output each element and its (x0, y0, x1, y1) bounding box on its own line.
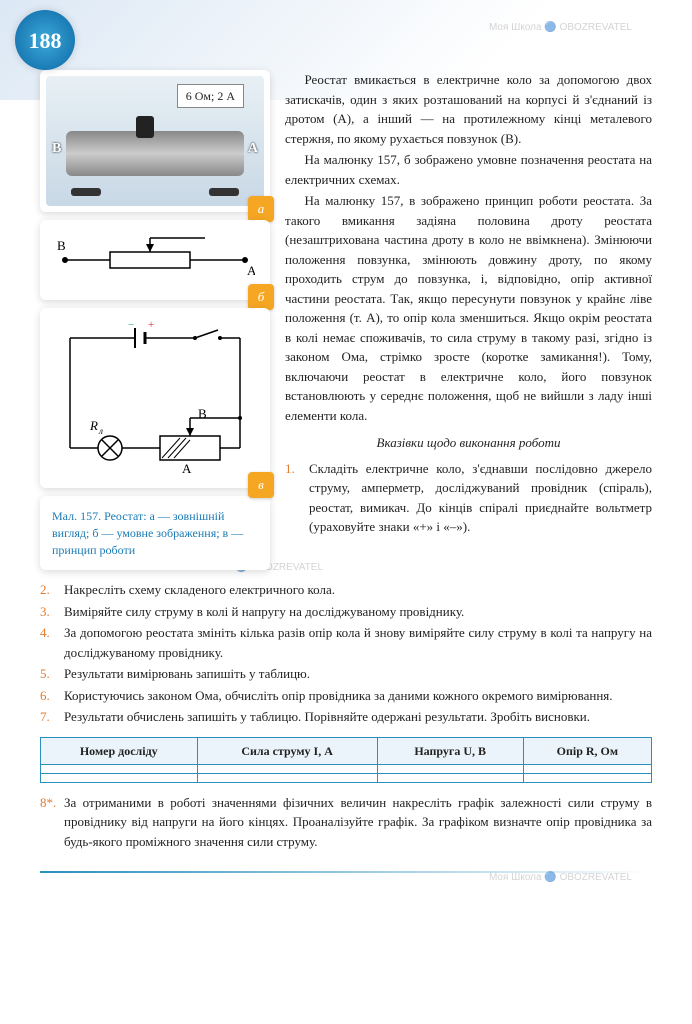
caption-text: Мал. 157. Реостат: а — зовнішній вигляд;… (52, 509, 243, 557)
cell (197, 764, 377, 773)
cell (41, 764, 198, 773)
page-content: 6 Ом; 2 А B A а (0, 0, 692, 903)
col-header-0: Номер досліду (41, 737, 198, 764)
svg-text:R: R (89, 418, 98, 433)
task-1: 1. Складіть електричне коло, з'єднавши п… (285, 459, 652, 537)
task-1-text: Складіть електричне коло, з'єднавши посл… (309, 459, 652, 537)
rheostat-symbol-svg: B A (55, 230, 255, 290)
task-5-num: 5. (40, 664, 58, 684)
task-8: 8*. За отриманими в роботі значеннями фі… (40, 793, 652, 852)
col-header-1: Сила струму I, А (197, 737, 377, 764)
photo-letter-b: B (52, 138, 61, 159)
data-table: Номер досліду Сила струму I, А Напруга U… (40, 737, 652, 783)
task-3-text: Виміряйте силу струму в колі й напругу н… (64, 602, 652, 622)
figure-circuit: − + R л (40, 308, 270, 488)
left-column: 6 Ом; 2 А B A а (40, 70, 270, 570)
cell (377, 764, 523, 773)
right-column: Реостат вмикається в електричне коло за … (285, 70, 652, 570)
task-3-num: 3. (40, 602, 58, 622)
task-6: 6. Користуючись законом Ома, обчисліть о… (40, 686, 652, 706)
paragraph-3: На малюнку 157, в зображено принцип робо… (285, 191, 652, 425)
col-header-3: Опір R, Ом (523, 737, 651, 764)
footer-line (40, 871, 652, 873)
two-column-layout: 6 Ом; 2 А B A а (40, 70, 652, 570)
svg-text:B: B (198, 406, 207, 421)
rheostat-param-label: 6 Ом; 2 А (177, 84, 244, 108)
task-7-num: 7. (40, 707, 58, 727)
section-title: Вказівки щодо виконання роботи (285, 433, 652, 453)
figure-label-v: в (248, 472, 274, 498)
task-5-text: Результати вимірювань запишіть у таблицю… (64, 664, 652, 684)
cell (377, 773, 523, 782)
symbol-letter-b: B (57, 238, 66, 253)
task-7-text: Результати обчислень запишіть у таблицю.… (64, 707, 652, 727)
svg-text:−: − (128, 319, 134, 331)
svg-text:+: + (148, 319, 154, 331)
svg-text:A: A (182, 461, 192, 476)
symbol-letter-a: A (247, 263, 255, 278)
paragraph-2: На малюнку 157, б зображено умовне позна… (285, 150, 652, 189)
cell (523, 773, 651, 782)
task-4: 4. За допомогою реостата змініть кілька … (40, 623, 652, 662)
col-header-2: Напруга U, В (377, 737, 523, 764)
page-number: 188 (15, 10, 75, 70)
task-5: 5. Результати вимірювань запишіть у табл… (40, 664, 652, 684)
task-8-text: За отриманими в роботі значеннями фізичн… (64, 793, 652, 852)
figure-label-a: а (248, 196, 274, 222)
table-header-row: Номер досліду Сила струму I, А Напруга U… (41, 737, 652, 764)
task-4-text: За допомогою реостата змініть кілька раз… (64, 623, 652, 662)
circuit-svg: − + R л (50, 318, 260, 478)
cell (197, 773, 377, 782)
task-3: 3. Виміряйте силу струму в колі й напруг… (40, 602, 652, 622)
task-8-num: 8*. (40, 793, 58, 852)
task-6-text: Користуючись законом Ома, обчисліть опір… (64, 686, 652, 706)
figure-caption: Мал. 157. Реостат: а — зовнішній вигляд;… (40, 496, 270, 570)
cell (523, 764, 651, 773)
photo-letter-a: A (248, 138, 258, 159)
figure-label-b: б (248, 284, 274, 310)
task-1-num: 1. (285, 459, 303, 537)
task-2: 2. Накресліть схему складеного електричн… (40, 580, 652, 600)
svg-text:л: л (98, 426, 103, 436)
figure-photo: 6 Ом; 2 А B A а (40, 70, 270, 212)
paragraph-1: Реостат вмикається в електричне коло за … (285, 70, 652, 148)
table-row (41, 773, 652, 782)
task-4-num: 4. (40, 623, 58, 662)
rheostat-photo-image: 6 Ом; 2 А B A (46, 76, 264, 206)
task-2-text: Накресліть схему складеного електричного… (64, 580, 652, 600)
cell (41, 773, 198, 782)
task-list: 2. Накресліть схему складеного електричн… (40, 580, 652, 727)
task-6-num: 6. (40, 686, 58, 706)
figure-symbol: B A б (40, 220, 270, 300)
table-row (41, 764, 652, 773)
task-7: 7. Результати обчислень запишіть у табли… (40, 707, 652, 727)
task-2-num: 2. (40, 580, 58, 600)
